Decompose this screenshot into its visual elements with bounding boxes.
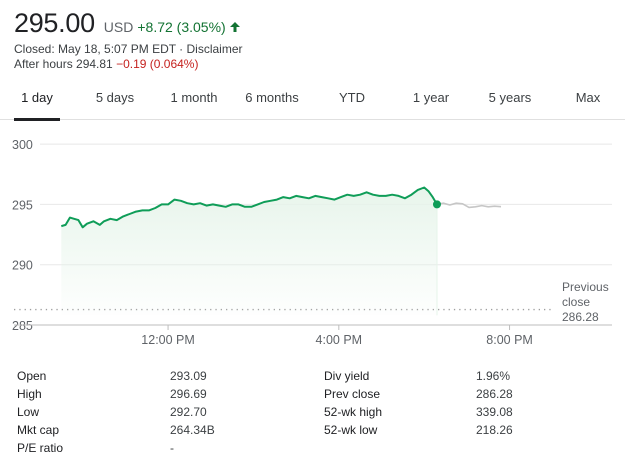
tab-5-days[interactable]: 5 days xyxy=(95,90,135,105)
tab-max[interactable]: Max xyxy=(575,90,601,105)
after-hours-price: After hours 294.81 xyxy=(14,57,113,71)
stats-row: Low 292.70 52-wk high 339.08 xyxy=(17,403,617,421)
x-tick-label: 4:00 PM xyxy=(316,333,363,347)
tab-5-years[interactable]: 5 years xyxy=(488,90,532,105)
price-change: +8.72 (3.05%) xyxy=(137,19,226,35)
last-price-dot xyxy=(432,200,441,209)
after-hours-info: After hours 294.81 −0.19 (0.064%) xyxy=(14,57,243,72)
after-hours-change: −0.19 (0.064%) xyxy=(116,57,199,71)
stat-label: Low xyxy=(17,405,40,419)
stats-row: Mkt cap 264.34B 52-wk low 218.26 xyxy=(17,421,617,439)
current-price: 295.00 xyxy=(14,8,95,38)
y-tick-label: 285 xyxy=(12,319,33,333)
arrow-up-icon xyxy=(229,22,240,32)
stat-value: 264.34B xyxy=(170,423,215,437)
stat-value: 293.09 xyxy=(170,369,207,383)
quote-header: 295.00 USD +8.72 (3.05%) Closed: May 18,… xyxy=(14,8,243,72)
stat-value: 1.96% xyxy=(476,369,511,383)
stat-label: P/E ratio xyxy=(17,441,64,455)
previous-close-label: Previous close xyxy=(562,280,609,309)
tab-6-months[interactable]: 6 months xyxy=(245,90,299,105)
key-stats-table: Open 293.09 Div yield 1.96% High 296.69 Prev c… xyxy=(17,367,617,457)
stat-label: Prev close xyxy=(324,387,381,401)
tab-1-day[interactable]: 1 day xyxy=(14,80,60,121)
stat-label: 52-wk low xyxy=(324,423,378,437)
x-tick-label: 12:00 PM xyxy=(141,333,195,347)
stat-value: 339.08 xyxy=(476,405,513,419)
currency-code: USD xyxy=(103,19,134,35)
range-tabs: 1 day 5 days 1 month 6 months YTD 1 year… xyxy=(0,80,625,121)
regular-session-line xyxy=(61,186,438,229)
stat-label: Mkt cap xyxy=(17,423,60,437)
stats-row: Open 293.09 Div yield 1.96% xyxy=(17,367,617,385)
stat-value: 286.28 xyxy=(476,387,513,401)
y-tick-label: 300 xyxy=(12,138,33,152)
stats-row: High 296.69 Prev close 286.28 xyxy=(17,385,617,403)
stat-value: 296.69 xyxy=(170,387,207,401)
y-tick-label: 290 xyxy=(12,259,33,273)
market-status: Closed: May 18, 5:07 PM EDT · Disclaimer xyxy=(14,42,243,56)
tab-ytd[interactable]: YTD xyxy=(339,90,365,105)
y-tick-label: 295 xyxy=(12,198,33,212)
stat-label: 52-wk high xyxy=(324,405,383,419)
previous-close-value: 286.28 xyxy=(562,310,599,324)
stats-row: P/E ratio - xyxy=(17,439,617,457)
x-tick-label: 8:00 PM xyxy=(486,333,533,347)
stat-label: Div yield xyxy=(324,369,370,383)
stat-value: - xyxy=(170,441,174,455)
tab-1-year[interactable]: 1 year xyxy=(412,90,450,105)
price-row: 295.00 USD +8.72 (3.05%) xyxy=(14,8,243,39)
regular-session-area xyxy=(61,187,438,316)
stat-value: 218.26 xyxy=(476,423,513,437)
after-hours-line xyxy=(436,202,502,209)
stat-label: High xyxy=(17,387,42,401)
tab-1-month[interactable]: 1 month xyxy=(170,90,218,105)
stat-value: 292.70 xyxy=(170,405,207,419)
stat-label: Open xyxy=(17,369,47,383)
